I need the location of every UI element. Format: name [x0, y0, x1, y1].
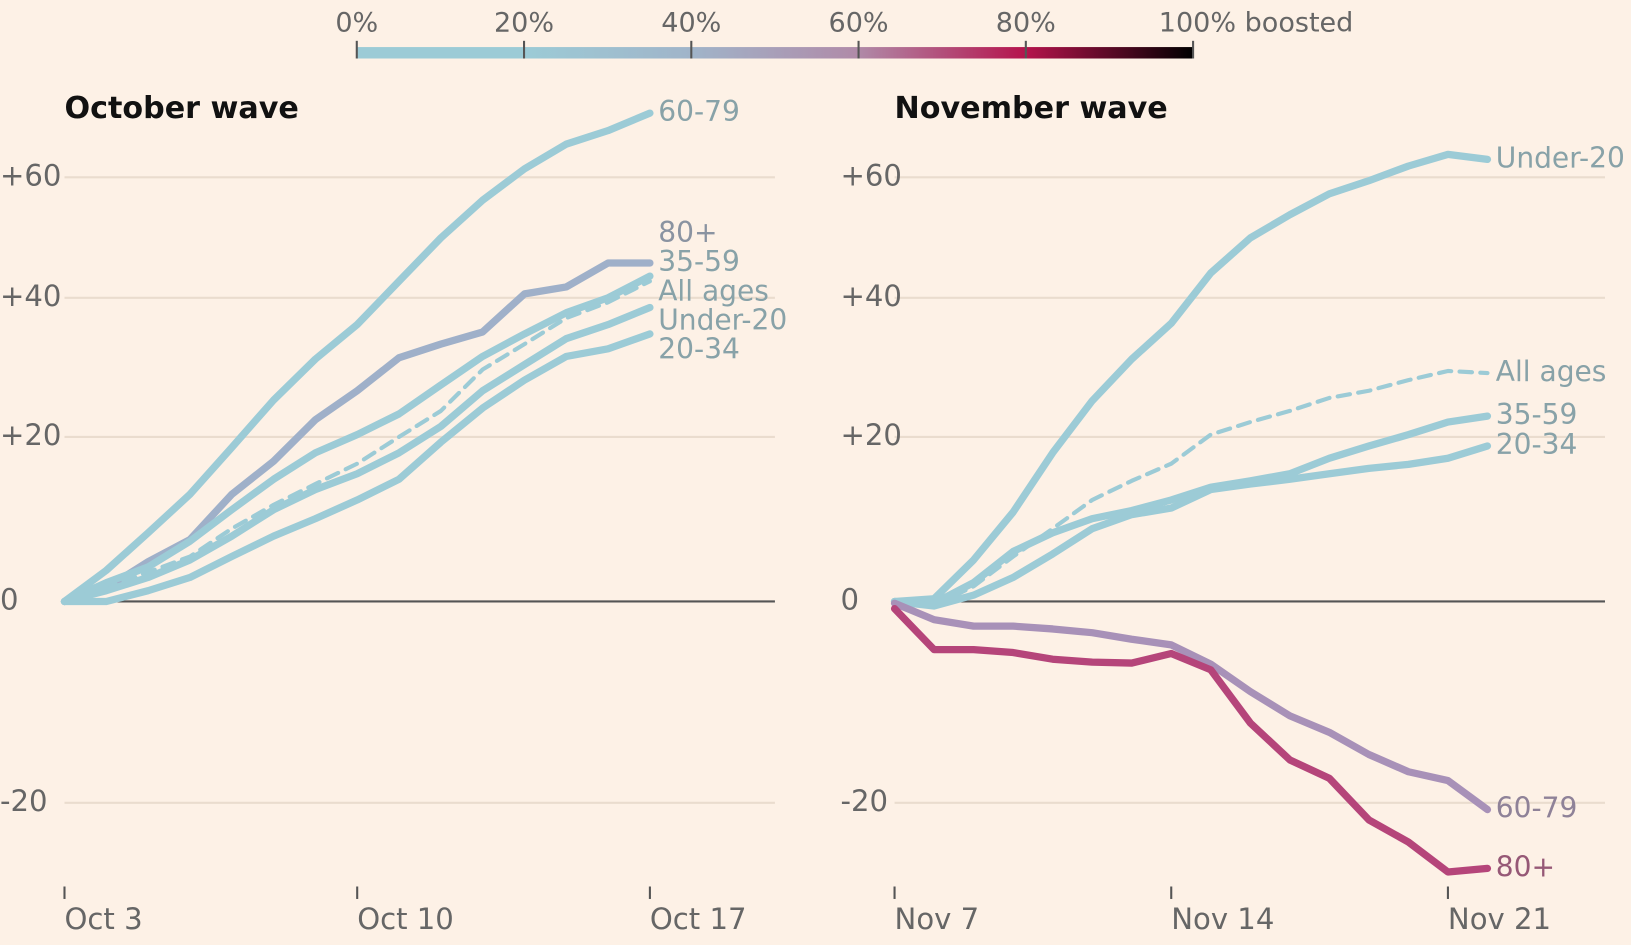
colorbar-label: 80% [996, 8, 1056, 39]
series-line [60, 303, 654, 606]
y-tick-label: 0 [0, 582, 19, 616]
series-label: 60-79 [1496, 792, 1578, 825]
series-label: Under-20 [1496, 141, 1625, 174]
series-line [60, 109, 654, 606]
x-tick-label: Oct 3 [64, 902, 142, 936]
series-label: 35-59 [658, 245, 740, 278]
series-line [60, 330, 654, 606]
y-tick-label: +60 [0, 158, 61, 192]
y-tick-label: +40 [0, 279, 61, 313]
series-line [890, 605, 1492, 876]
y-tick-label: 0 [840, 582, 859, 616]
y-tick-label: +20 [0, 418, 61, 452]
panel-title: October wave [64, 91, 298, 126]
series-line [60, 272, 654, 606]
panel-title: November wave [895, 91, 1168, 126]
y-tick-label: -20 [840, 784, 888, 818]
colorbar-label: 60% [829, 8, 889, 39]
x-tick-label: Oct 17 [650, 902, 747, 936]
x-tick-label: Nov 21 [1448, 902, 1551, 936]
series-line [890, 442, 1492, 610]
x-tick-label: Oct 10 [357, 902, 454, 936]
series-label: 60-79 [658, 95, 740, 128]
colorbar-label: 20% [494, 8, 554, 39]
series-line [890, 150, 1492, 606]
colorbar [356, 47, 1194, 59]
series-label: 80+ [658, 216, 717, 249]
series-label: 20-34 [658, 333, 740, 366]
series-label: 80+ [1496, 850, 1555, 883]
series-label: 20-34 [1496, 428, 1578, 461]
colorbar-label: 40% [661, 8, 721, 39]
series-line [890, 412, 1492, 607]
series-label: All ages [658, 274, 769, 307]
series-line [62, 279, 652, 604]
colorbar-label: 100% boosted [1159, 8, 1354, 39]
y-tick-label: +20 [840, 418, 901, 452]
series-label: All ages [1496, 355, 1607, 388]
y-tick-label: -20 [0, 784, 48, 818]
y-tick-label: +60 [840, 158, 901, 192]
series-label: 35-59 [1496, 398, 1578, 431]
series-line [890, 599, 1492, 814]
x-tick-label: Nov 7 [895, 902, 980, 936]
series-label: Under-20 [658, 303, 787, 336]
colorbar-label: 0% [335, 8, 378, 39]
x-tick-label: Nov 14 [1171, 902, 1274, 936]
y-tick-label: +40 [840, 279, 901, 313]
